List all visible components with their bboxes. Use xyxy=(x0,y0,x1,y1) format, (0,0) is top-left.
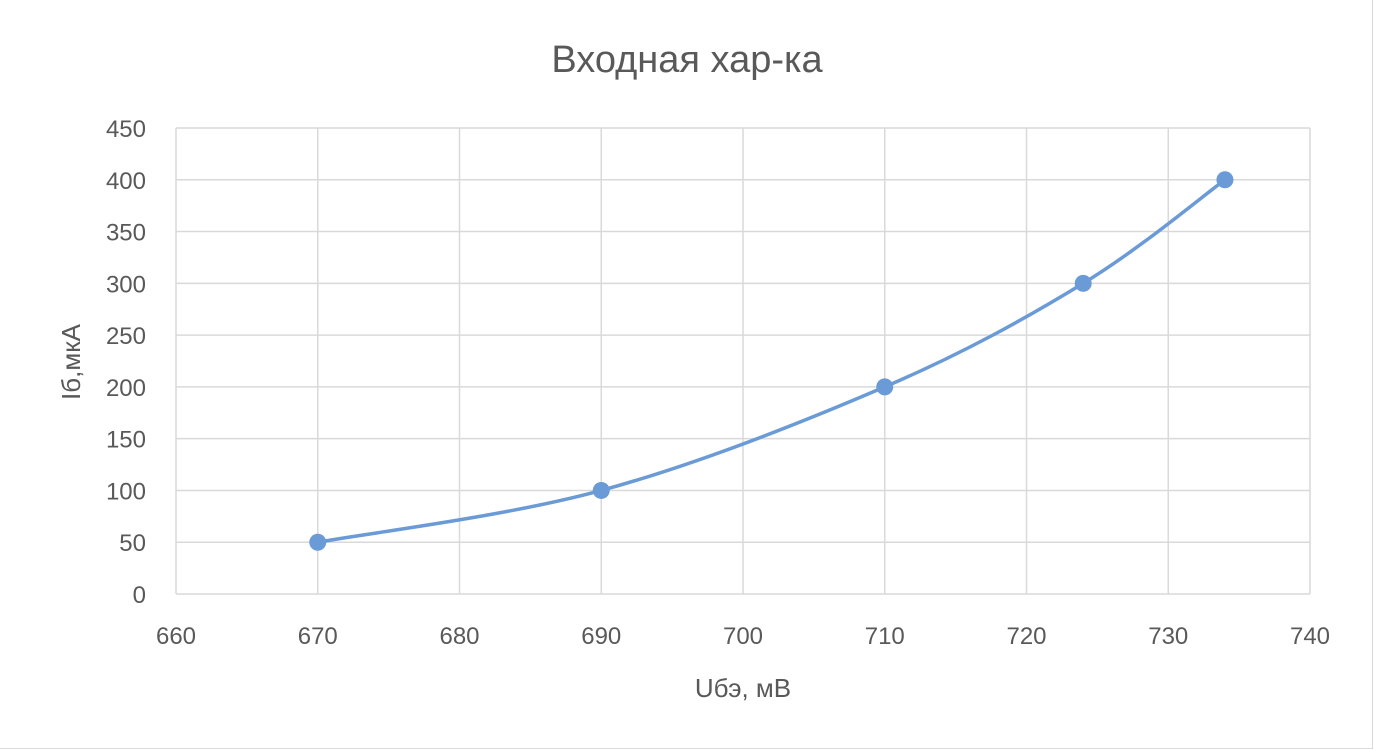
data-point xyxy=(876,378,894,396)
data-point xyxy=(592,481,610,499)
gridlines xyxy=(175,127,1311,595)
y-tick-label: 450 xyxy=(106,116,146,143)
x-tick-label: 720 xyxy=(1006,623,1046,650)
y-tick-label: 350 xyxy=(106,220,146,247)
series-line xyxy=(316,178,1227,544)
x-tick-label: 680 xyxy=(439,623,479,650)
x-tick-label: 740 xyxy=(1290,623,1330,650)
y-tick-label: 300 xyxy=(106,271,146,298)
y-tick-label: 100 xyxy=(106,478,146,505)
data-point xyxy=(1074,274,1092,292)
y-axis-ticks: 0 50 100 150 200 250 300 350 400 450 xyxy=(106,116,146,609)
data-point xyxy=(309,533,327,551)
y-tick-label: 50 xyxy=(119,530,146,557)
x-tick-label: 730 xyxy=(1148,623,1188,650)
x-tick-label: 700 xyxy=(723,623,763,650)
x-axis-ticks: 660 670 680 690 700 710 720 730 740 xyxy=(156,623,1330,650)
y-tick-label: 250 xyxy=(106,323,146,350)
x-tick-label: 660 xyxy=(156,623,196,650)
y-axis-label: Iб,мкА xyxy=(56,323,86,400)
data-point xyxy=(1216,171,1234,189)
y-tick-label: 0 xyxy=(133,582,146,609)
x-tick-label: 690 xyxy=(581,623,621,650)
x-tick-label: 710 xyxy=(865,623,905,650)
y-tick-label: 200 xyxy=(106,375,146,402)
y-tick-label: 150 xyxy=(106,427,146,454)
y-tick-label: 400 xyxy=(106,168,146,195)
x-tick-label: 670 xyxy=(298,623,338,650)
series-layer xyxy=(309,171,1234,551)
chart-title: Входная хар-ка xyxy=(551,39,823,81)
x-axis-label: Uбэ, мВ xyxy=(695,673,791,703)
